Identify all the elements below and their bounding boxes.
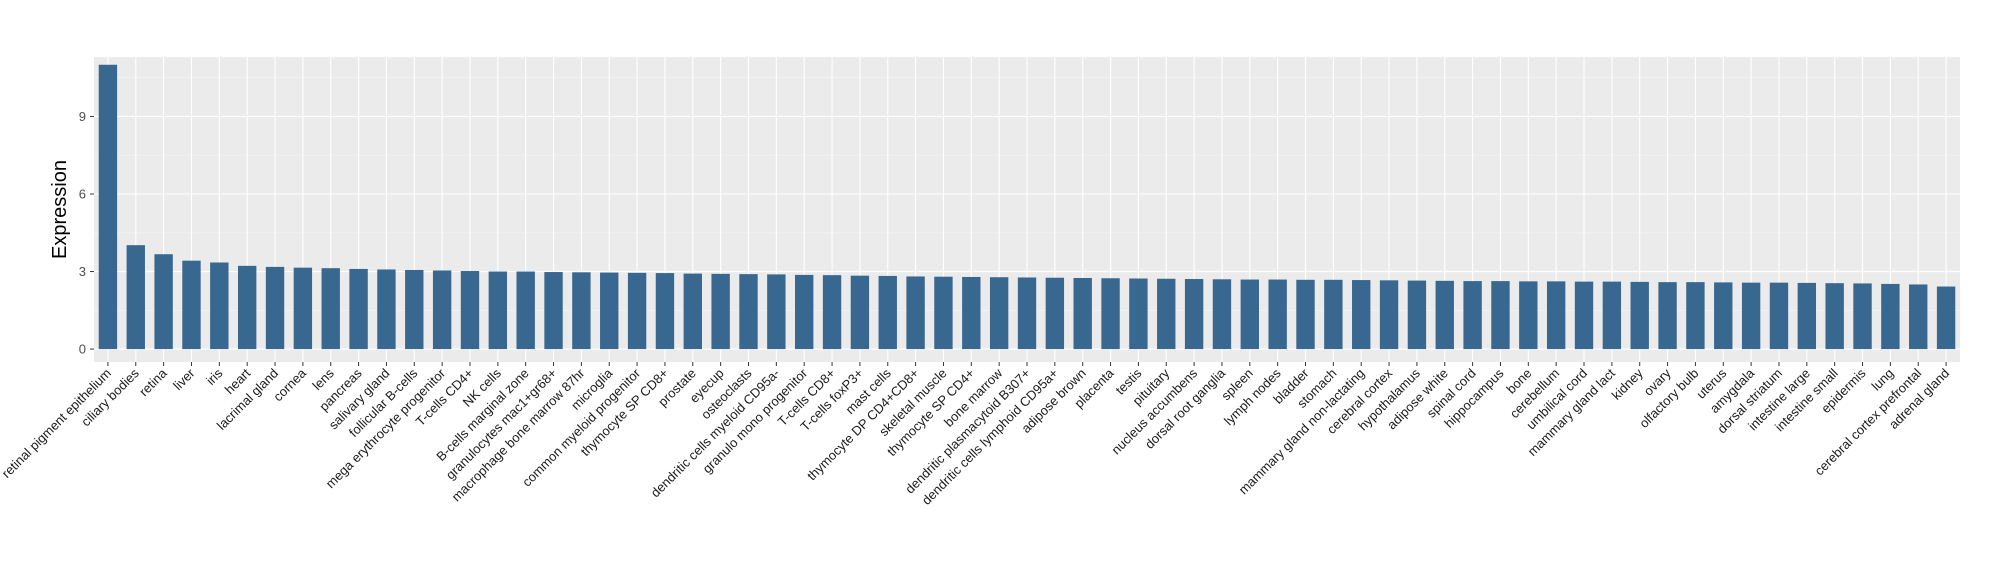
y-axis: 0 3 6 9: [79, 109, 94, 357]
bar: [906, 276, 925, 350]
bar: [1129, 278, 1148, 350]
bar: [1519, 281, 1538, 350]
bar: [210, 262, 229, 350]
bar: [822, 275, 842, 350]
bar: [1491, 281, 1510, 350]
x-tick-label: kidney: [1609, 365, 1647, 403]
bar: [1379, 280, 1399, 350]
bar: [544, 272, 563, 350]
bar: [488, 271, 508, 350]
bar: [1240, 279, 1259, 350]
bar: [321, 268, 340, 350]
bar: [1045, 277, 1065, 350]
bar: [934, 276, 953, 350]
bar: [600, 272, 619, 350]
bar: [1936, 286, 1956, 350]
bar: [1630, 281, 1649, 350]
bar: [989, 277, 1009, 350]
bar: [265, 266, 285, 350]
bar: [1658, 282, 1677, 350]
bar: [126, 245, 145, 350]
y-tick-label: 6: [79, 186, 86, 201]
bar: [154, 254, 173, 350]
bar: [349, 268, 368, 350]
x-tick-label: retinal pigment epithelium: [0, 366, 114, 481]
bar: [1435, 280, 1454, 350]
bar: [1853, 283, 1872, 350]
bar: [1546, 281, 1566, 350]
bar: [293, 267, 313, 350]
bar: [405, 269, 424, 350]
bar: [1296, 279, 1315, 350]
bar: [516, 271, 535, 350]
bar: [182, 260, 201, 350]
bar: [1407, 280, 1427, 350]
x-tick-label: retina: [136, 365, 170, 399]
bar: [237, 265, 257, 350]
x-tick-label: liver: [170, 365, 198, 393]
bar: [1686, 282, 1705, 350]
bar: [98, 64, 118, 350]
bar: [1769, 282, 1789, 350]
bar: [1881, 283, 1900, 350]
bar: [962, 276, 981, 350]
bar: [1268, 279, 1287, 350]
bar: [627, 272, 647, 350]
y-tick-label: 3: [79, 264, 86, 279]
bar: [1741, 282, 1761, 350]
y-axis-label: Expression: [49, 160, 71, 259]
bar: [1797, 282, 1817, 350]
bar: [767, 274, 786, 350]
bar: [377, 269, 396, 350]
bar: [1073, 277, 1092, 350]
bar: [1602, 281, 1622, 350]
y-tick-label: 0: [79, 342, 86, 357]
bar: [1184, 279, 1204, 350]
bar: [1101, 278, 1120, 350]
bar: [795, 274, 814, 350]
bar: [1017, 277, 1037, 350]
bar: [1324, 279, 1343, 350]
bar: [572, 272, 591, 350]
bar: [1909, 284, 1928, 350]
bar: [432, 270, 452, 350]
bar: [850, 275, 870, 350]
x-tick-label: cornea: [270, 365, 309, 404]
bar: [739, 274, 758, 350]
bar: [460, 271, 480, 350]
bar: [1463, 281, 1482, 350]
bar: [1352, 280, 1371, 350]
bars-group: [98, 64, 1956, 350]
y-tick-label: 9: [79, 109, 86, 124]
bar: [655, 273, 675, 350]
bar: [1825, 283, 1844, 350]
bar: [878, 275, 897, 350]
bar: [1574, 281, 1594, 350]
bar: [1157, 278, 1176, 350]
bar: [1212, 279, 1232, 350]
bar: [1714, 282, 1733, 350]
bar: [683, 273, 702, 350]
bar: [711, 273, 730, 350]
